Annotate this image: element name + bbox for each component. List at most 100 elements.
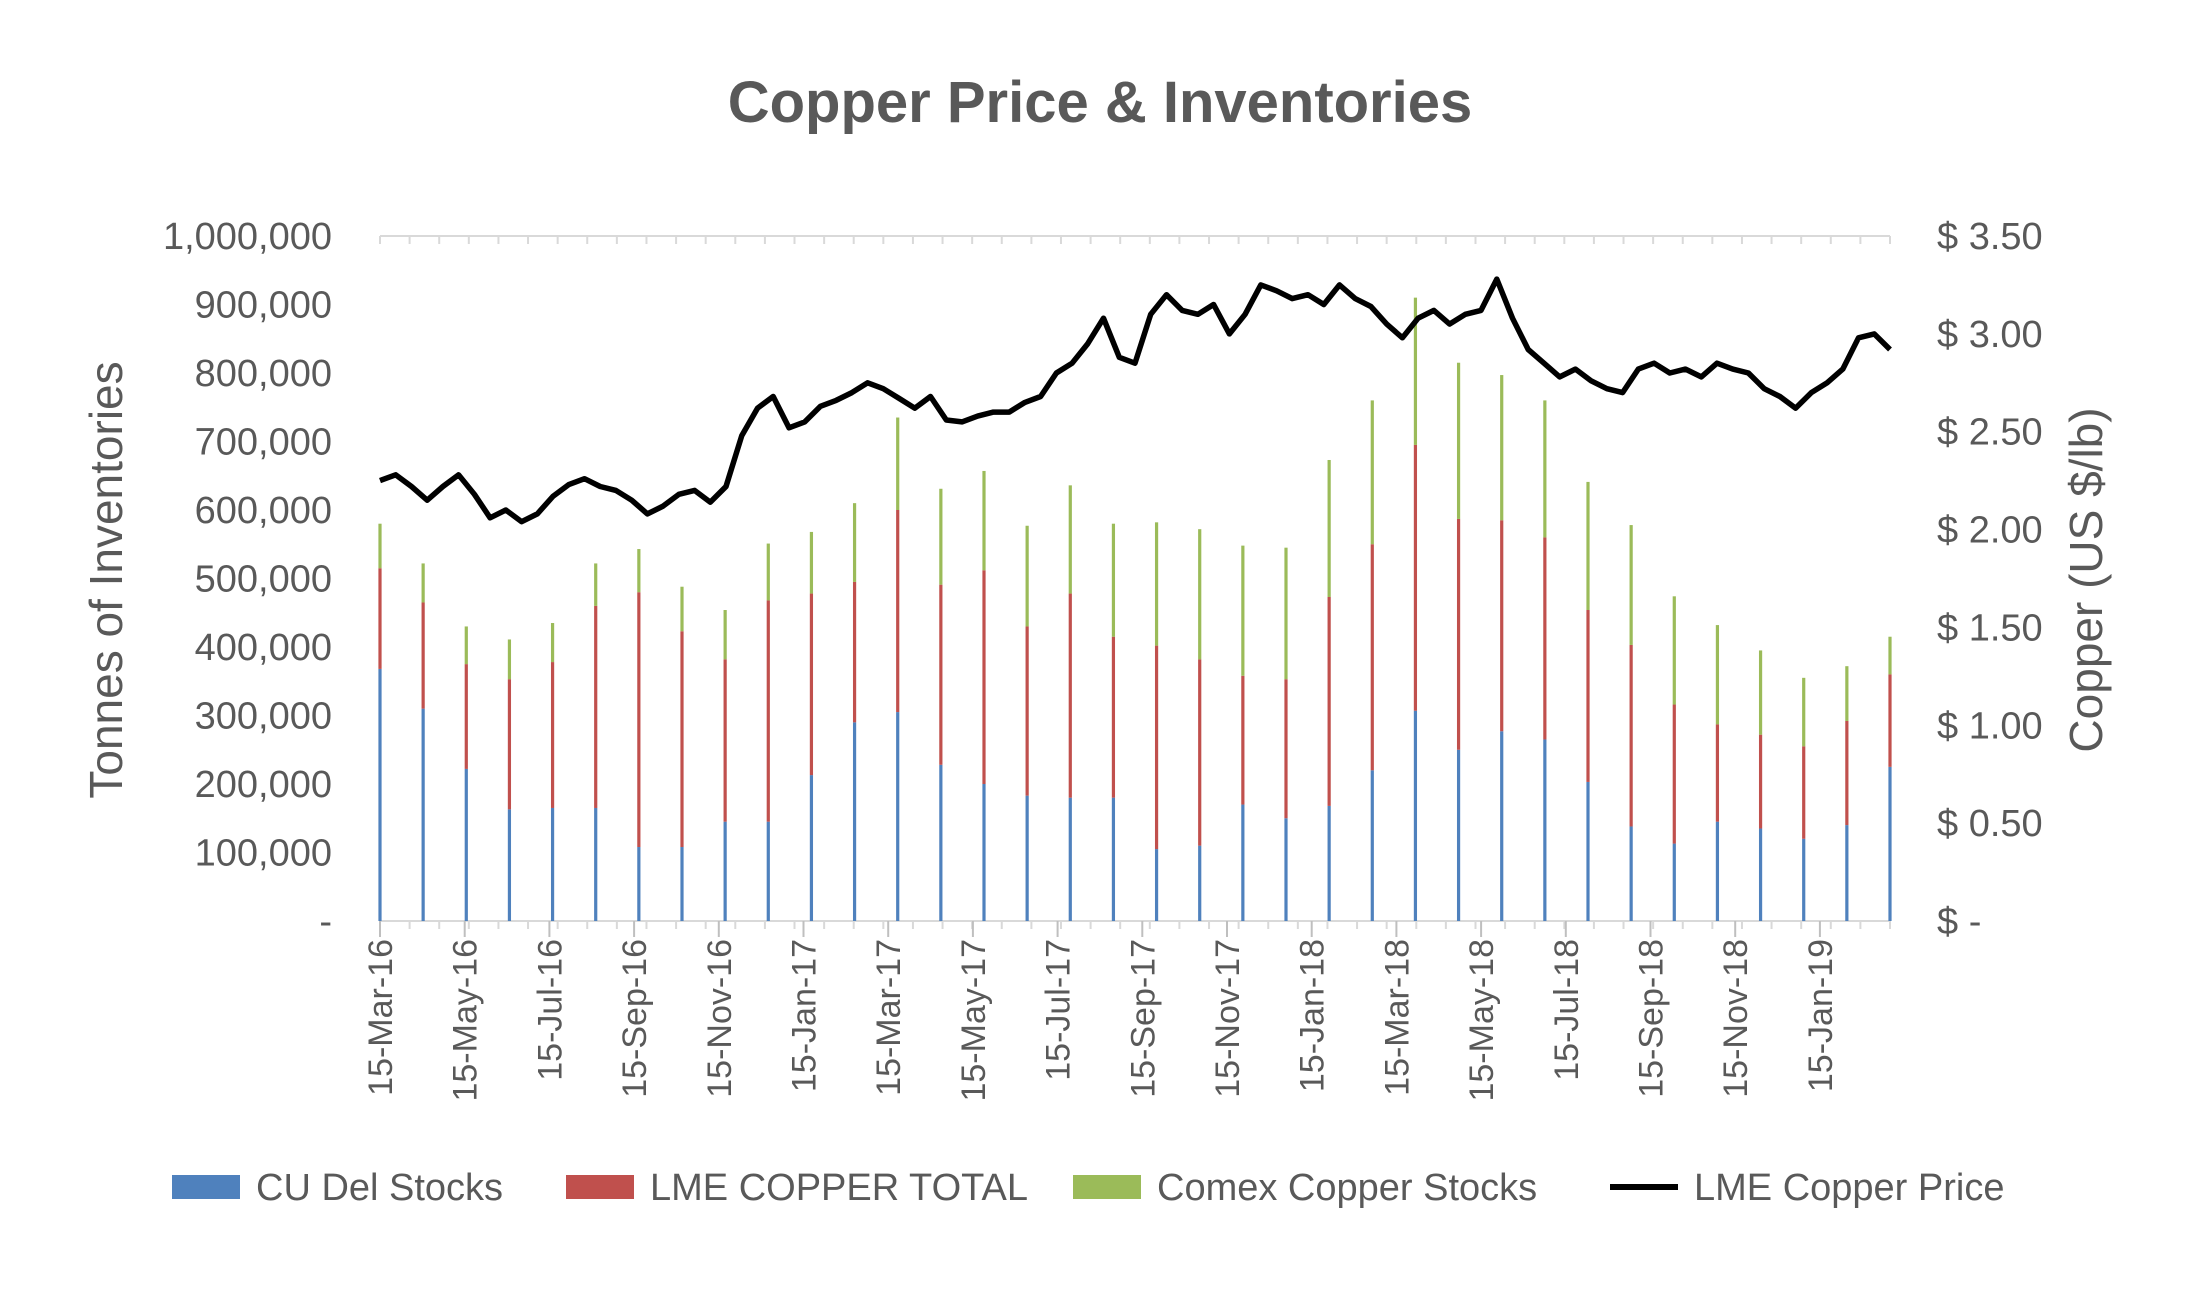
legend-swatch [1073,1175,1141,1199]
x-tick-label: 15-Nov-18 [1717,939,1755,1098]
bar-lme-total [1543,537,1547,740]
x-tick-label: 15-Jan-18 [1294,939,1332,1092]
bar-comex [809,531,814,594]
legend-swatch [172,1175,240,1199]
y-tick-label-right: $ 2.50 [1937,412,2043,454]
x-tick-label: 15-Mar-16 [362,939,400,1096]
bar-lme-total [1154,645,1159,850]
bar-comex [1845,666,1849,721]
x-tick-label: 15-Mar-18 [1378,939,1416,1096]
y-tick-label-left: 900,000 [195,285,332,327]
bar-lme-total [1586,610,1590,782]
bar-comex [723,610,727,660]
bar-comex [464,626,468,665]
bar-cu-del [507,809,512,921]
bar-comex [982,470,986,571]
bar-comex [1802,677,1806,747]
bar-lme-total [1284,679,1288,819]
bar-lme-total [1025,626,1029,796]
bar-lme-total [809,593,814,776]
bar-cu-del [766,821,770,921]
bar-comex [1284,547,1288,680]
x-tick-label: 15-Jan-17 [786,939,824,1092]
y-tick-label-right: $ 3.50 [1937,216,2043,258]
x-tick-label: 15-Sep-16 [616,939,654,1098]
x-tick-label: 15-Mar-17 [870,939,908,1096]
bar-cu-del [1068,797,1072,921]
bar-cu-del [1758,828,1763,921]
bar-comex [594,563,598,606]
bar-lme-total [507,679,512,810]
x-tick-label: 15-Jan-19 [1802,939,1840,1092]
bar-lme-total [852,581,857,723]
y-tick-label-left: 500,000 [195,559,332,601]
y-tick-label-left: - [319,901,332,943]
bar-comex [1456,362,1461,519]
y-tick-label-right: $ 2.00 [1937,510,2043,552]
bar-cu-del [723,821,727,921]
bar-comex [1111,523,1116,637]
bar-cu-del [896,712,900,921]
bar-comex [550,623,555,663]
legend: CU Del Stocks LME COPPER TOTAL Comex Coppe… [172,1167,2004,1209]
legend-label: CU Del Stocks [256,1167,503,1209]
price-line [379,276,1892,525]
bar-cu-del [852,722,857,921]
bar-comex [1888,636,1892,675]
bar-cu-del [1715,821,1720,921]
bar-cu-del [1111,797,1116,921]
axes: - 100,000 200,000 300,000 400,000 500,000 600,… [163,216,2043,1102]
bar-cu-del [464,768,468,921]
bar-comex [680,586,684,632]
y-tick-label-left: 700,000 [195,422,332,464]
bar-lme-total [1888,674,1892,767]
bar-lme-total [550,662,555,808]
bar-lme-total [378,568,382,669]
y-tick-label-left: 600,000 [195,490,332,532]
bar-lme-total [1802,746,1806,839]
bar-lme-total [1370,544,1374,771]
y-tick-label-left: 100,000 [195,833,332,875]
x-tick-label: 15-Jul-16 [531,939,569,1081]
bar-lme-total [1629,644,1633,827]
bar-cu-del [1241,804,1245,921]
bar-cu-del [421,708,425,921]
bar-cu-del [1025,795,1029,921]
legend-label: LME Copper Price [1694,1167,2004,1209]
bar-cu-del [1845,825,1849,921]
bar-cu-del [550,807,555,921]
x-tick-label: 15-Sep-17 [1124,939,1162,1098]
bar-lme-total [1413,444,1418,711]
y-tick-label-left: 400,000 [195,627,332,669]
y-axis-title-left: Tonnes of Inventories [80,361,132,798]
legend-swatch [566,1175,634,1199]
bar-comex [852,503,857,582]
bar-lme-total [1500,520,1504,732]
bars [378,297,1892,921]
bar-cu-del [1543,739,1547,921]
bar-comex [1758,650,1763,735]
bar-cu-del [939,764,943,921]
bar-comex [637,549,641,593]
x-tick-label: 15-May-18 [1463,939,1501,1102]
bar-lme-total [1672,704,1676,844]
bar-lme-total [680,631,684,848]
y-axis-title-right: Copper (US $/lb) [2060,407,2112,752]
bar-comex [1370,400,1374,545]
bar-cu-del [809,775,814,921]
bar-cu-del [1672,843,1676,921]
bar-comex [766,543,770,601]
bar-lme-total [1068,593,1072,798]
bar-cu-del [1370,770,1374,921]
bar-lme-total [1111,636,1116,798]
y-tick-label-left: 200,000 [195,764,332,806]
price-line-layer [379,276,1892,525]
x-tick-label: 15-Nov-17 [1209,939,1247,1098]
bar-lme-total [1456,518,1461,750]
bar-lme-total [1241,675,1245,805]
bar-lme-total [464,664,468,769]
bar-lme-total [1845,720,1849,826]
bar-lme-total [939,584,943,765]
x-tick-label: 15-Sep-18 [1633,939,1671,1098]
